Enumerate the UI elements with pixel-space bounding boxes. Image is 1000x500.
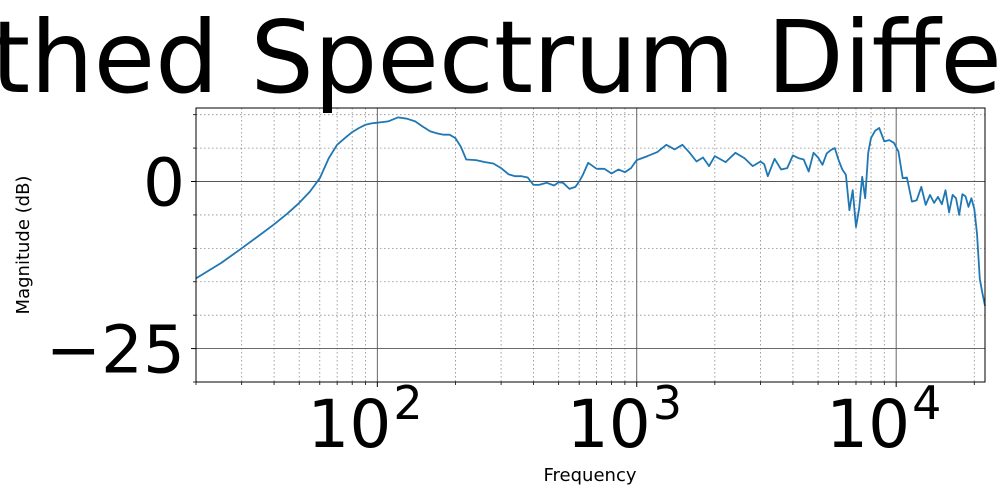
tick-marks (191, 114, 975, 387)
y-axis-label: Magnitude (dB) (13, 176, 34, 315)
x-tick-label-exponent: 4 (912, 376, 941, 430)
x-tick-label-exponent: 2 (393, 376, 422, 430)
tick-labels: 10 2 10 3 10 40−25 (46, 145, 942, 463)
chart-title: Smoothed Spectrum Difference (0, 0, 1000, 116)
x-tick-label: 10 (567, 386, 651, 463)
x-tick-label-exponent: 3 (653, 376, 682, 430)
major-grid (196, 108, 985, 382)
series-line (195, 116, 986, 306)
plot-frame (195, 107, 986, 383)
series-layer (195, 116, 986, 306)
x-axis-label: Frequency (544, 465, 637, 486)
y-tick-label: −25 (46, 312, 185, 389)
y-tick-label: 0 (143, 145, 185, 222)
x-tick-label: 10 (307, 386, 391, 463)
x-tick-label: 10 (826, 386, 910, 463)
minor-grid (195, 108, 985, 383)
